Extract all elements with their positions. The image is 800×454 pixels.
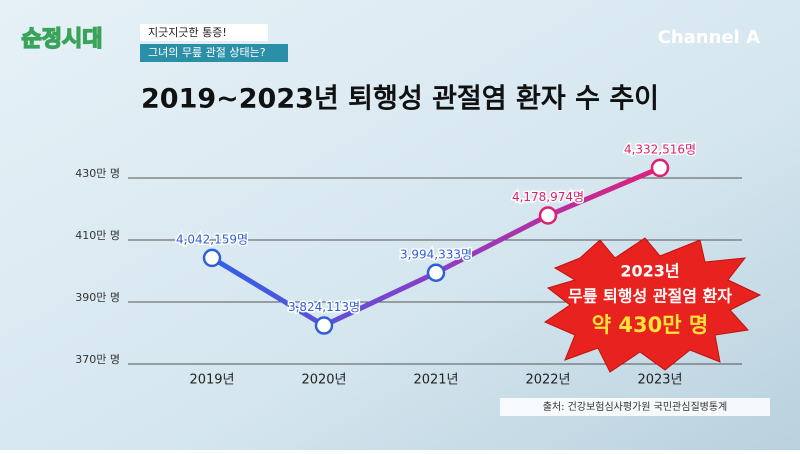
x-tick-label: 2022년 xyxy=(525,373,570,388)
plot: 370만 명 390만 명 410만 명 430만 명 2019년 2020년 2021년 2… xyxy=(75,141,742,388)
y-tick-label: 390만 명 xyxy=(75,291,120,304)
caption-box xyxy=(140,44,288,62)
value-label: 3,824,113명 xyxy=(288,300,360,314)
annotation-text: 약 430만 명 xyxy=(592,313,708,337)
value-label: 3,994,333명 xyxy=(400,247,472,261)
value-label: 4,042,159명 xyxy=(176,232,248,246)
point xyxy=(538,206,558,225)
point xyxy=(650,158,670,178)
point xyxy=(202,248,222,268)
annotation-burst xyxy=(543,237,762,373)
source-box xyxy=(500,398,770,416)
x-tick-label: 2023년 xyxy=(637,373,682,388)
annotation-text: 2023년 xyxy=(620,262,679,281)
annotation-text: 무릎 퇴행성 관절염 환자 xyxy=(568,287,732,306)
caption: 그녀의 무릎 관절 상태는? xyxy=(148,46,266,59)
chart-title: 2019~2023년 퇴행성 관절염 환자 수 추이 xyxy=(141,84,659,115)
x-tick-label: 2020년 xyxy=(301,373,346,388)
value-label: 4,178,974명 xyxy=(512,190,584,204)
x-tick-label: 2021년 xyxy=(413,373,458,388)
y-tick-label: 410만 명 xyxy=(75,229,120,242)
y-tick-label: 430만 명 xyxy=(75,167,120,180)
caption: 지긋지긋한 통증! xyxy=(148,26,227,39)
source: 출처: 건강보험심사평가원 국민관심질병통계 xyxy=(543,401,728,413)
caption-box xyxy=(140,24,268,41)
value-label: 4,332,516명 xyxy=(624,142,696,156)
show-logo: 순정시대 xyxy=(22,27,103,52)
y-tick-label: 370만 명 xyxy=(75,353,120,366)
x-tick-label: 2019년 xyxy=(189,373,234,388)
point xyxy=(426,263,446,283)
point xyxy=(314,316,334,335)
channel-logo: Channel A xyxy=(658,27,760,48)
